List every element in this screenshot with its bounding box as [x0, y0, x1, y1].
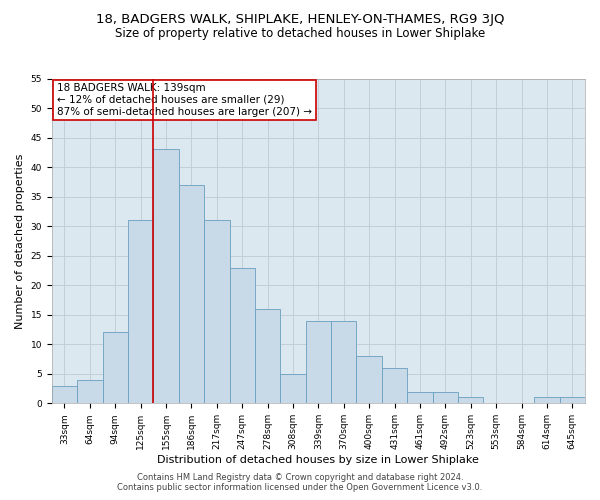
Bar	[407, 392, 433, 404]
Bar	[52, 386, 77, 404]
Bar	[103, 332, 128, 404]
Bar	[356, 356, 382, 404]
Bar	[128, 220, 154, 404]
Bar	[534, 398, 560, 404]
Bar	[230, 268, 255, 404]
Bar	[458, 398, 484, 404]
Bar	[255, 309, 280, 404]
Bar	[433, 392, 458, 404]
Bar	[560, 398, 585, 404]
Bar	[331, 320, 356, 404]
Bar	[154, 150, 179, 404]
Text: 18 BADGERS WALK: 139sqm
← 12% of detached houses are smaller (29)
87% of semi-de: 18 BADGERS WALK: 139sqm ← 12% of detache…	[57, 84, 312, 116]
Bar	[179, 185, 204, 404]
Y-axis label: Number of detached properties: Number of detached properties	[15, 153, 25, 328]
Text: 18, BADGERS WALK, SHIPLAKE, HENLEY-ON-THAMES, RG9 3JQ: 18, BADGERS WALK, SHIPLAKE, HENLEY-ON-TH…	[96, 12, 504, 26]
Bar	[77, 380, 103, 404]
Bar	[382, 368, 407, 404]
Bar	[204, 220, 230, 404]
X-axis label: Distribution of detached houses by size in Lower Shiplake: Distribution of detached houses by size …	[157, 455, 479, 465]
Text: Contains HM Land Registry data © Crown copyright and database right 2024.
Contai: Contains HM Land Registry data © Crown c…	[118, 473, 482, 492]
Text: Size of property relative to detached houses in Lower Shiplake: Size of property relative to detached ho…	[115, 28, 485, 40]
Bar	[305, 320, 331, 404]
Bar	[280, 374, 305, 404]
